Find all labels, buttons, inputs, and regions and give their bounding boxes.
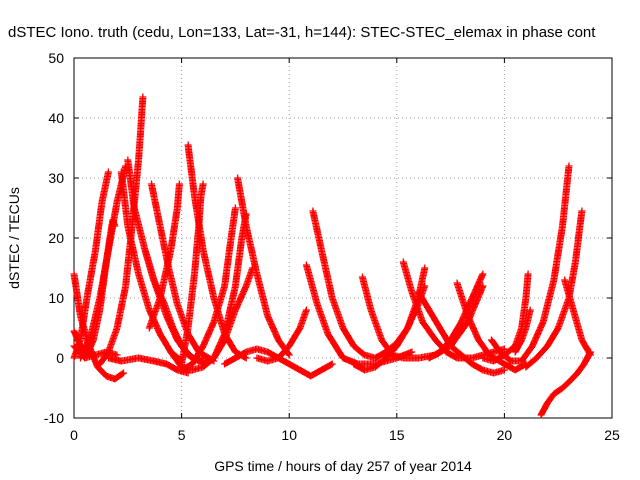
plus-marker: [234, 174, 293, 359]
series-arc: [178, 204, 239, 374]
plus-marker: [70, 342, 121, 362]
series-arc: [184, 141, 250, 362]
x-axis-label: GPS time / hours of day 257 of year 2014: [214, 458, 472, 474]
plus-marker: [178, 204, 239, 374]
series-arc: [77, 162, 130, 362]
plus-marker: [77, 162, 130, 362]
series-arc: [425, 270, 487, 362]
y-tick-label: 50: [48, 50, 64, 66]
series-arc: [117, 168, 186, 365]
series-arc: [537, 348, 594, 419]
plus-marker: [184, 141, 250, 362]
plus-marker: [199, 264, 257, 368]
plus-marker: [561, 276, 594, 359]
series-arc: [234, 174, 293, 359]
series-arc: [511, 306, 534, 356]
data-markers: [70, 93, 594, 419]
series-arc: [70, 342, 121, 362]
series-arc: [70, 168, 112, 362]
x-axis: 0 5 10 15 20 25: [70, 58, 620, 443]
y-tick-label: 30: [48, 170, 64, 186]
plus-marker: [145, 180, 183, 332]
y-tick-label: 40: [48, 110, 64, 126]
series-arc: [145, 180, 183, 332]
series-arc: [561, 276, 594, 359]
y-tick-label: 0: [56, 350, 64, 366]
chart-title: dSTEC Iono. truth (cedu, Lon=133, Lat=-3…: [8, 24, 596, 41]
plus-marker: [511, 306, 534, 356]
plus-marker: [479, 270, 532, 365]
plus-marker: [414, 288, 508, 377]
series-arc: [199, 264, 257, 368]
plus-marker: [70, 168, 112, 362]
series-arc: [522, 207, 586, 371]
x-tick-label: 10: [281, 427, 297, 443]
plus-marker: [522, 207, 586, 371]
x-tick-label: 0: [70, 427, 78, 443]
y-tick-label: -10: [44, 410, 64, 426]
series-arc: [253, 306, 310, 365]
x-tick-label: 5: [178, 427, 186, 443]
x-tick-label: 25: [604, 427, 620, 443]
x-tick-label: 20: [497, 427, 513, 443]
y-axis-label: dSTEC / TECUs: [6, 187, 22, 289]
series-arc: [414, 288, 508, 377]
series-arc: [479, 270, 532, 365]
y-axis: -10 0 10 20 30 40 50: [44, 50, 612, 426]
series-arc: [488, 162, 573, 365]
plus-marker: [537, 348, 594, 419]
x-tick-label: 15: [389, 427, 405, 443]
plus-marker: [253, 306, 310, 365]
plus-marker: [425, 270, 487, 362]
y-tick-label: 20: [48, 230, 64, 246]
plus-marker: [117, 168, 186, 365]
y-tick-label: 10: [48, 290, 64, 306]
plus-marker: [488, 162, 573, 365]
